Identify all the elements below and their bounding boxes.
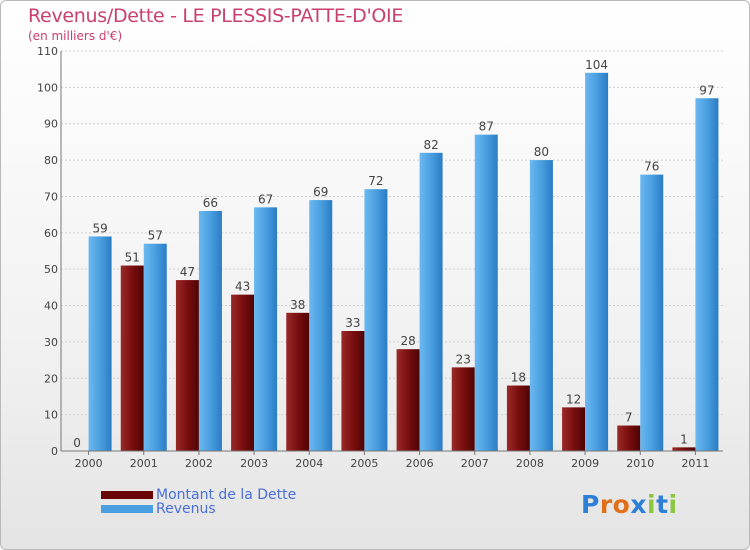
debt-label-2009: 12 xyxy=(566,392,581,406)
revenue-label-2005: 72 xyxy=(368,174,383,188)
revenue-bar-2004 xyxy=(309,200,333,451)
debt-label-2008: 18 xyxy=(511,371,526,385)
debt-bar-2002 xyxy=(175,280,199,451)
debt-bar-2009 xyxy=(562,407,586,451)
revenue-label-2006: 82 xyxy=(423,138,438,152)
debt-label-2000: 0 xyxy=(73,436,81,450)
debt-bar-2006 xyxy=(396,349,420,451)
y-tick-label: 60 xyxy=(44,227,58,240)
revenue-label-2003: 67 xyxy=(258,192,273,206)
chart-title: Revenus/Dette - LE PLESSIS-PATTE-D'OIE xyxy=(28,5,404,27)
revenue-bar-2000 xyxy=(88,236,112,451)
revenue-label-2010: 76 xyxy=(644,160,659,174)
legend-label-revenue: Revenus xyxy=(156,501,216,517)
x-tick-label: 2007 xyxy=(461,457,489,470)
y-tick-label: 80 xyxy=(44,154,58,167)
debt-bar-2011 xyxy=(672,447,696,451)
revenue-bar-2010 xyxy=(640,174,664,452)
legend-label-debt: Montant de la Dette xyxy=(156,487,297,503)
y-tick-label: 90 xyxy=(44,118,58,131)
debt-bar-2003 xyxy=(231,294,255,451)
x-tick-label: 2000 xyxy=(75,457,103,470)
axis-layer: 0 10 20 30 40 50 60 70 80 90 100 110 2000 0 59 2001 51 57… xyxy=(37,45,723,470)
y-tick-label: 70 xyxy=(44,190,58,203)
x-tick-label: 2008 xyxy=(516,457,544,470)
debt-label-2011: 1 xyxy=(680,432,688,446)
debt-label-2003: 43 xyxy=(235,280,250,294)
logo-letter: i xyxy=(647,490,657,519)
x-tick-label: 2004 xyxy=(295,457,323,470)
x-tick-label: 2005 xyxy=(350,457,378,470)
debt-bar-2001 xyxy=(120,265,144,451)
debt-bar-2005 xyxy=(341,331,365,451)
revenue-bar-2011 xyxy=(695,98,719,451)
revenue-label-2008: 80 xyxy=(534,145,549,159)
revenue-label-2011: 97 xyxy=(699,83,714,97)
debt-bar-2007 xyxy=(451,367,475,451)
y-tick-label: 100 xyxy=(37,81,58,94)
debt-label-2002: 47 xyxy=(180,265,195,279)
legend-swatch-debt xyxy=(101,491,153,499)
y-tick-label: 0 xyxy=(51,445,58,458)
revenue-label-2000: 59 xyxy=(92,221,107,235)
debt-label-2005: 33 xyxy=(345,316,360,330)
y-tick-label: 40 xyxy=(44,300,58,313)
revenue-label-2004: 69 xyxy=(313,185,328,199)
revenue-bar-2001 xyxy=(143,243,167,451)
logo-letter: r xyxy=(599,490,613,519)
legend-item-debt: Montant de la Dette xyxy=(101,487,361,503)
revenue-label-2001: 57 xyxy=(148,229,163,243)
x-tick-label: 2001 xyxy=(130,457,158,470)
x-tick-label: 2011 xyxy=(681,457,709,470)
bar-chart: 0 10 20 30 40 50 60 70 80 90 100 110 2000 0 59 2001 51 57… xyxy=(37,45,723,470)
debt-label-2007: 23 xyxy=(456,352,471,366)
revenue-label-2009: 104 xyxy=(585,58,608,72)
y-tick-label: 20 xyxy=(44,372,58,385)
x-tick-label: 2010 xyxy=(626,457,654,470)
debt-bar-2008 xyxy=(506,385,530,451)
x-tick-label: 2003 xyxy=(240,457,268,470)
debt-bar-2010 xyxy=(617,425,641,451)
logo-letter: t xyxy=(656,490,669,519)
revenue-bar-2009 xyxy=(585,72,609,452)
revenue-label-2002: 66 xyxy=(203,196,218,210)
revenue-bar-2006 xyxy=(419,152,443,451)
debt-label-2004: 38 xyxy=(290,298,305,312)
debt-label-2006: 28 xyxy=(400,334,415,348)
revenue-bar-2003 xyxy=(254,207,278,451)
logo-letter: P xyxy=(581,490,600,519)
bar-layer xyxy=(88,72,719,452)
debt-label-2010: 7 xyxy=(625,411,633,425)
y-tick-label: 10 xyxy=(44,409,58,422)
legend-swatch-revenue xyxy=(101,505,153,513)
x-tick-label: 2009 xyxy=(571,457,599,470)
debt-label-2001: 51 xyxy=(125,251,140,265)
revenue-bar-2008 xyxy=(529,160,553,451)
logo-letter: o xyxy=(612,490,631,519)
debt-bar-2004 xyxy=(286,312,310,451)
y-tick-label: 30 xyxy=(44,336,58,349)
revenue-bar-2005 xyxy=(364,189,388,451)
logo-letter: i xyxy=(668,490,678,519)
logo-letter: x xyxy=(630,490,647,519)
proxiti-logo: Proxiti xyxy=(581,490,678,519)
revenue-bar-2007 xyxy=(474,134,498,452)
y-tick-label: 110 xyxy=(37,45,58,58)
legend-item-revenue: Revenus xyxy=(101,501,361,517)
revenue-bar-2002 xyxy=(198,211,222,451)
x-tick-label: 2002 xyxy=(185,457,213,470)
x-tick-label: 2006 xyxy=(406,457,434,470)
y-tick-label: 50 xyxy=(44,263,58,276)
chart-subtitle: (en milliers d'€) xyxy=(28,29,123,43)
revenue-label-2007: 87 xyxy=(479,120,494,134)
